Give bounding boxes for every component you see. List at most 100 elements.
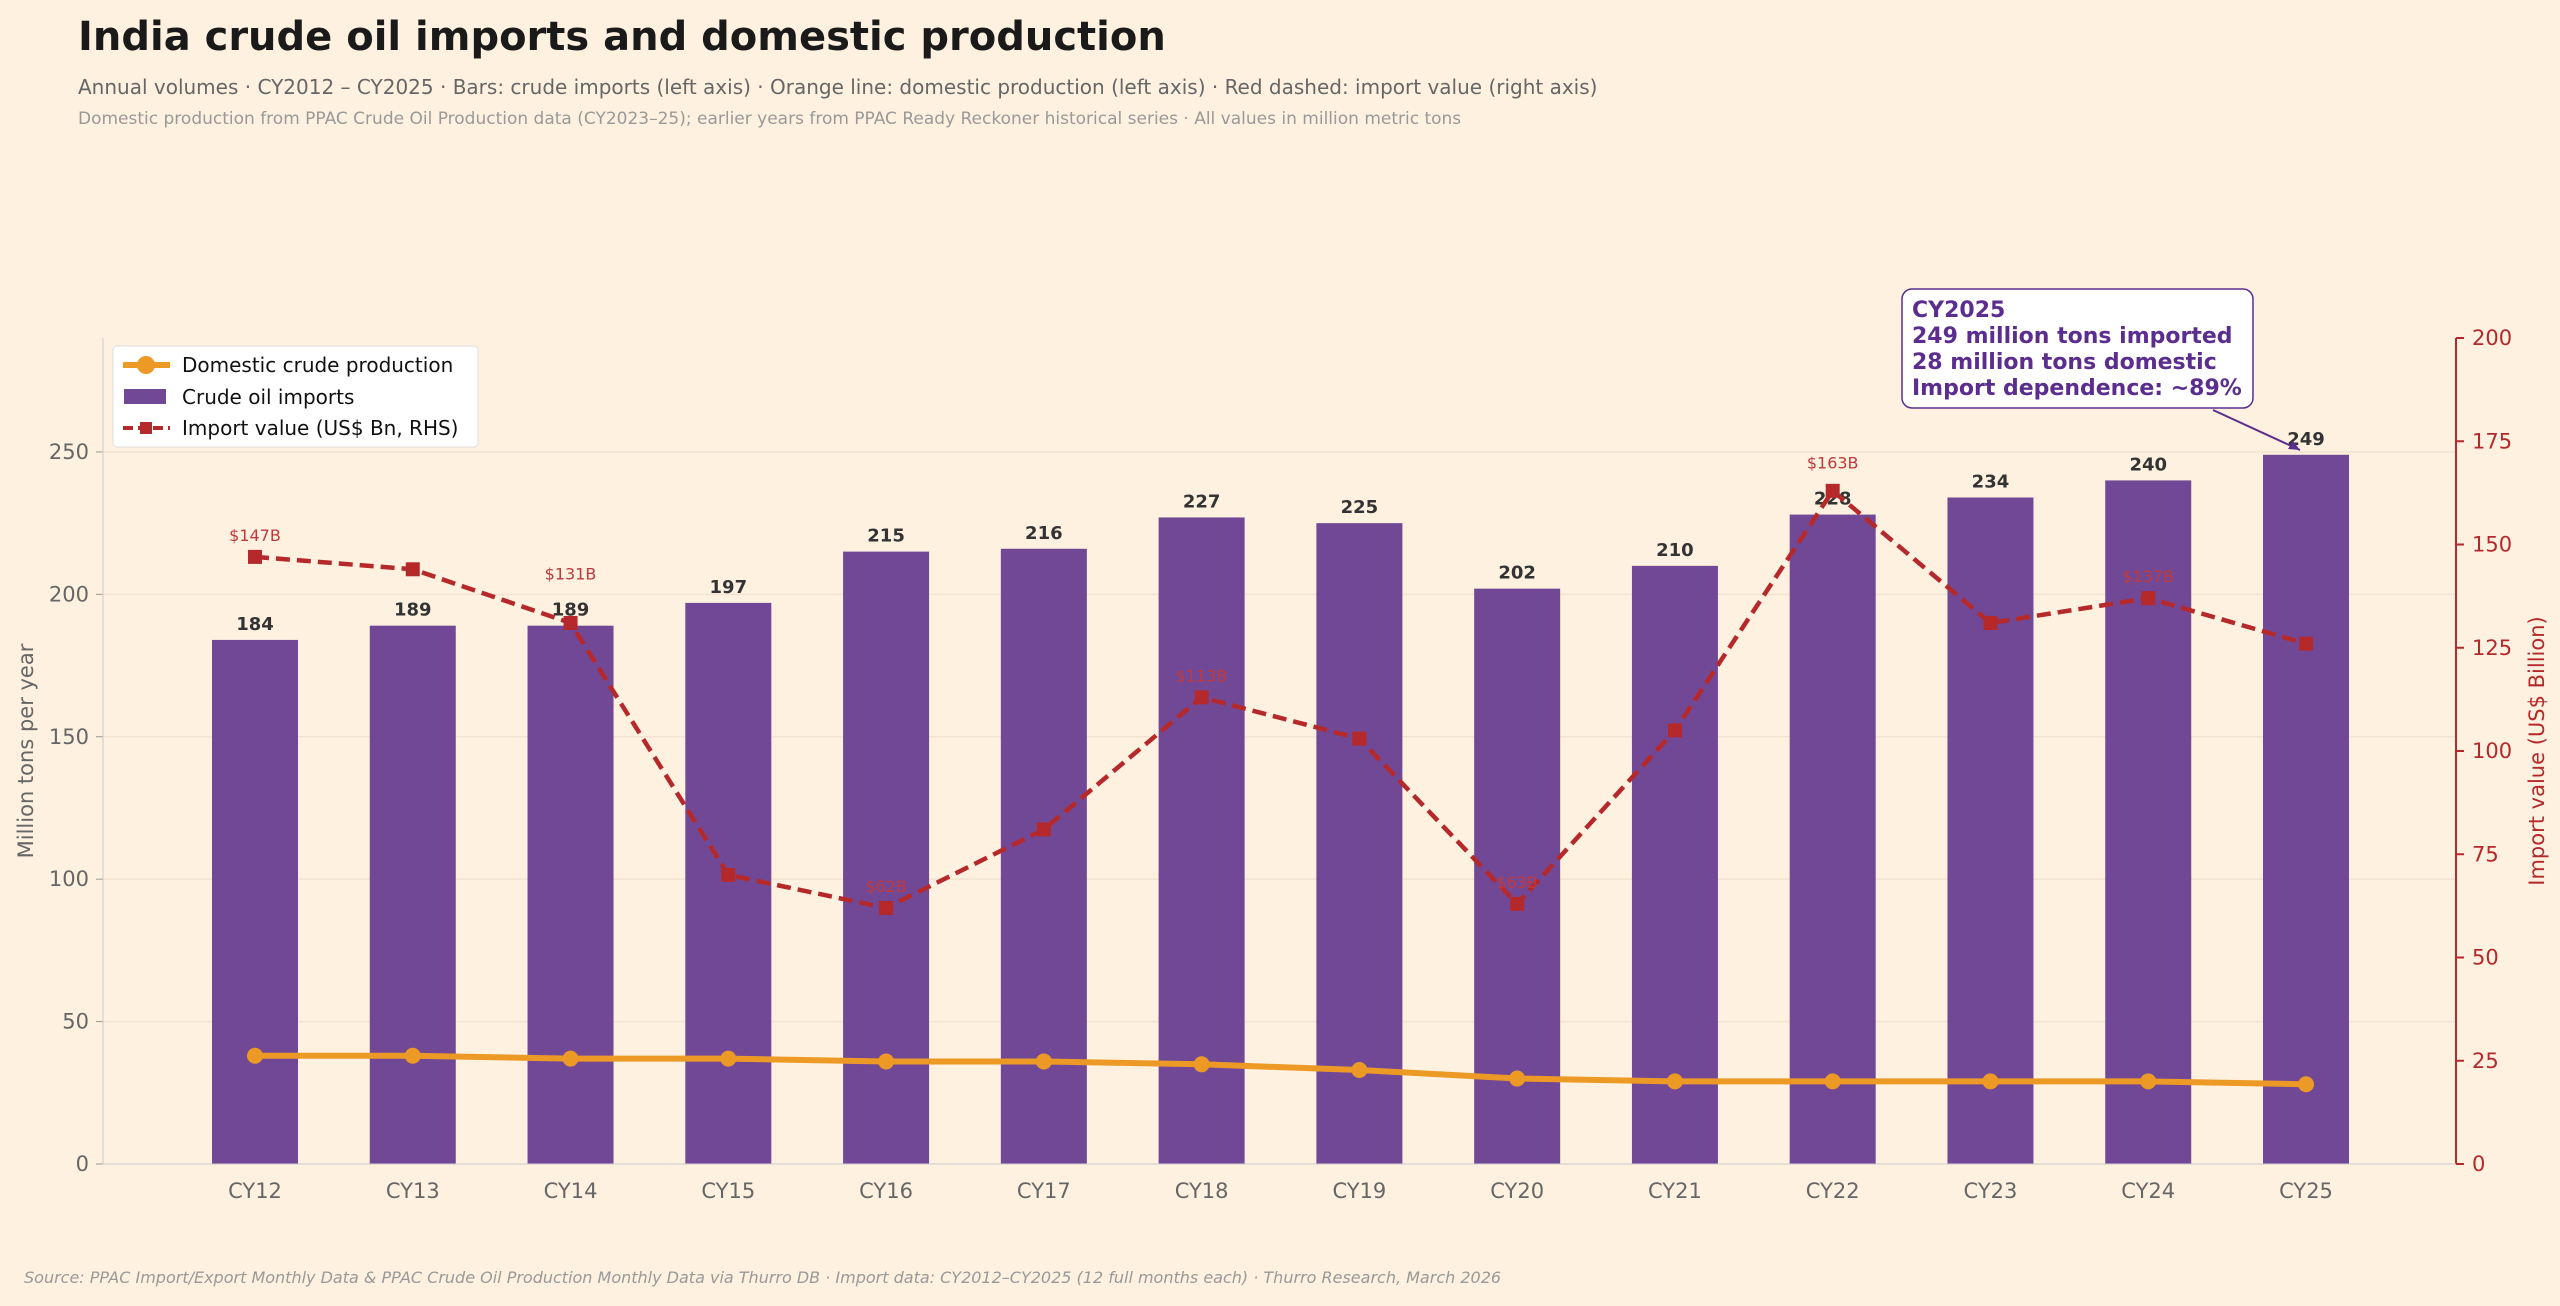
annotation-arrow [2212,409,2301,451]
production-point [1351,1062,1368,1079]
bar [527,625,614,1164]
bar-label: 240 [2129,454,2167,475]
y-tick-label: 150 [49,725,89,749]
import-value-label: $113B [1176,666,1228,685]
chart-title: India crude oil imports and domestic pro… [78,14,1166,60]
x-tick-label: CY12 [228,1179,282,1203]
production-point [1035,1053,1052,1070]
annotation-line: 28 million tons domestic [1912,350,2217,375]
production-point [2140,1073,2157,1090]
bar [369,625,456,1164]
import-value-point [2299,636,2313,651]
production-point [1509,1070,1526,1087]
bar [1000,548,1087,1164]
import-value-label: $63B [1496,873,1538,892]
production-point [562,1050,579,1067]
import-value-label: $163B [1807,454,1859,473]
import-value-line [254,487,2307,911]
production-point [1193,1056,1210,1073]
import-value-point [1825,483,1840,498]
import-value-point [1194,690,1209,705]
x-tick-label: CY15 [701,1179,755,1203]
bar [212,639,298,1164]
import-value-point [1036,822,1051,837]
y-axis-label: Million tons per year [14,643,38,858]
import-value-point [1510,896,1525,911]
y-tick-label: 50 [62,1010,89,1034]
import-value-point [1983,615,1998,630]
x-tick-label: CY22 [1806,1179,1860,1203]
bar-label: 234 [1972,472,2010,493]
y2-tick-label: 100 [2472,739,2512,763]
import-value-label: $137B [2122,567,2174,586]
x-tick-label: CY18 [1175,1179,1229,1203]
legend-marker-production [137,356,155,374]
axes: 0 50 100 150 200 250 0 25 50 75 100 125 150 175 200 CY1… [49,326,2512,1203]
legend-marker-imports [124,389,166,404]
x-tick-label: CY25 [2279,1179,2333,1203]
y-tick-label: 200 [49,582,89,606]
annotation-box: CY2025 249 million tons imported 28 mill… [1901,288,2301,451]
x-tick-label: CY13 [386,1179,440,1203]
y-tick-label: 100 [49,867,89,891]
bar-label: 215 [867,526,905,547]
bar-label: 197 [710,577,748,598]
y2-tick-label: 50 [2472,946,2499,970]
bar [843,551,930,1164]
import-value-point [2141,591,2156,606]
legend: Domestic crude production Crude oil impo… [112,345,479,448]
y2-tick-label: 25 [2472,1049,2499,1073]
x-tick-label: CY19 [1332,1179,1386,1203]
x-tick-label: CY23 [1964,1179,2018,1203]
x-tick-label: CY21 [1648,1179,1702,1203]
bar [1158,517,1245,1164]
import-value-point [1352,731,1367,746]
bar-label: 184 [236,614,274,635]
bar-label: 189 [394,600,432,621]
y2-tick-label: 125 [2472,636,2512,660]
production-point [878,1053,895,1070]
import-value-label: $131B [545,565,597,584]
import-value-point [1667,723,1682,738]
production-point [247,1047,263,1064]
bar-label: 210 [1656,540,1694,561]
x-tick-label: CY16 [859,1179,913,1203]
y-tick-label: 250 [49,440,89,464]
bar-label: 189 [552,600,590,621]
import-value-label: $147B [229,526,281,545]
grid [103,451,2456,1023]
bar [1947,497,2034,1165]
production-line [255,1052,2307,1088]
bar [685,602,772,1164]
import-value-point [248,549,262,564]
bar [1631,565,1718,1164]
bar [1789,514,1876,1164]
bar-label: 225 [1341,497,1379,518]
y-tick-label: 0 [76,1152,89,1176]
lines: $147B $131B $62B $113B $63B $163B $137B [229,454,2314,1093]
chart-note: Domestic production from PPAC Crude Oil … [78,109,1461,129]
bar-label: 202 [1498,563,1536,584]
production-point [1824,1073,1841,1090]
annotation-line: Import dependence: ~89% [1912,376,2242,401]
bar-label: 227 [1183,491,1221,512]
import-value-point [563,615,578,630]
production-point [2298,1076,2314,1093]
production-point [1666,1073,1683,1090]
legend-label-value: Import value (US$ Bn, RHS) [182,416,458,440]
annotation-line: 249 million tons imported [1912,324,2233,349]
production-point [720,1050,737,1067]
production-point [404,1047,421,1064]
y2-tick-label: 0 [2472,1152,2485,1176]
y2-axis-label: Import value (US$ Billion) [2525,616,2549,885]
production-point [1982,1073,1999,1090]
x-tick-label: CY17 [1017,1179,1071,1203]
x-tick-label: CY14 [544,1179,598,1203]
annotation-line: CY2025 [1912,298,2005,323]
y2-tick-label: 200 [2472,326,2512,350]
import-value-label: $62B [865,877,907,896]
import-value-point [405,562,420,577]
bar-label: 249 [2287,429,2325,450]
